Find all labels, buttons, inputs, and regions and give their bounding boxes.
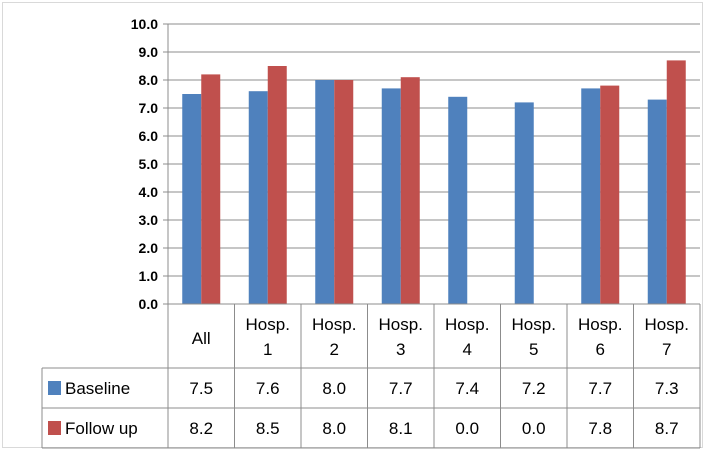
data-table-value: 8.7 (655, 419, 679, 438)
data-table-value: 7.5 (189, 379, 213, 398)
data-table-value: 8.2 (189, 419, 213, 438)
legend-swatch-baseline (48, 381, 61, 395)
y-tick-label: 6.0 (139, 128, 159, 144)
bar-baseline (581, 88, 601, 305)
bar-baseline (381, 88, 401, 305)
category-label: 6 (596, 340, 605, 359)
data-table-value: 7.6 (256, 379, 280, 398)
y-tick-label: 9.0 (139, 44, 159, 60)
y-tick-label: 2.0 (139, 240, 159, 256)
y-tick-label: 5.0 (139, 156, 159, 172)
bar-follow-up (666, 60, 686, 305)
y-tick-label: 0.0 (139, 296, 159, 312)
category-label: Hosp. (645, 315, 689, 334)
y-tick-label: 1.0 (139, 268, 159, 284)
data-table-value: 7.3 (655, 379, 679, 398)
legend-swatch-follow-up (48, 421, 61, 435)
data-table-value: 7.7 (588, 379, 612, 398)
y-tick-label: 7.0 (139, 100, 159, 116)
category-label: 1 (263, 340, 272, 359)
legend-label: Follow up (65, 419, 138, 438)
data-table-value: 7.8 (588, 419, 612, 438)
bar-follow-up (600, 85, 620, 304)
category-label: 7 (662, 340, 671, 359)
category-label: 4 (463, 340, 472, 359)
y-tick-label: 8.0 (139, 72, 159, 88)
bar-baseline (647, 99, 667, 304)
data-table-value: 8.1 (389, 419, 413, 438)
data-table-value: 0.0 (522, 419, 546, 438)
data-table-value: 7.2 (522, 379, 546, 398)
bar-follow-up (334, 80, 354, 304)
bar-baseline (514, 102, 534, 305)
bar-follow-up (400, 77, 420, 304)
data-table-value: 0.0 (455, 419, 479, 438)
bar-baseline (448, 96, 468, 304)
y-tick-label: 10.0 (131, 16, 158, 32)
bar-follow-up (267, 66, 287, 304)
data-table-value: 8.0 (322, 379, 346, 398)
category-label: Hosp. (578, 315, 622, 334)
category-label: Hosp. (445, 315, 489, 334)
category-label: 3 (396, 340, 405, 359)
bar-baseline (315, 80, 335, 304)
bar-baseline (248, 91, 268, 304)
data-table-value: 8.5 (256, 419, 280, 438)
category-label: Hosp. (312, 315, 356, 334)
y-tick-label: 4.0 (139, 184, 159, 200)
bar-baseline (182, 94, 202, 304)
data-table-value: 7.7 (389, 379, 413, 398)
bar-follow-up (201, 74, 221, 305)
legend-label: Baseline (65, 379, 130, 398)
y-tick-label: 3.0 (139, 212, 159, 228)
category-label: Hosp. (512, 315, 556, 334)
data-table-value: 7.4 (455, 379, 479, 398)
category-label: All (192, 329, 211, 348)
category-label: Hosp. (246, 315, 290, 334)
data-table-value: 8.0 (322, 419, 346, 438)
category-label: 5 (529, 340, 538, 359)
category-label: 2 (330, 340, 339, 359)
category-label: Hosp. (379, 315, 423, 334)
